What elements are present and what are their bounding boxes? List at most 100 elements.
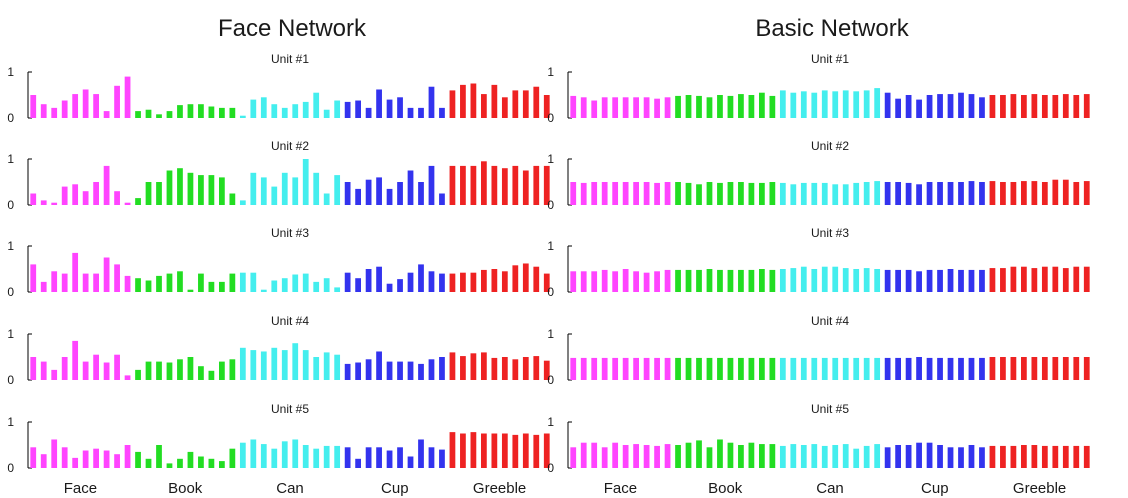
bar-cup: [926, 182, 933, 205]
bar-can: [323, 193, 330, 205]
bar-can: [874, 88, 881, 118]
bar-cup: [376, 177, 382, 205]
bar-cup: [365, 107, 372, 118]
bar-greeble: [1052, 179, 1059, 205]
subplot-title: Unit #4: [271, 314, 309, 328]
bar-greeble: [1010, 182, 1017, 205]
bar-book: [208, 458, 215, 468]
category-label-book: Book: [168, 480, 203, 497]
subplot-title: Unit #5: [811, 402, 849, 416]
bar-greeble: [470, 272, 477, 292]
bar-greeble: [533, 86, 540, 118]
bar-cup: [884, 357, 891, 380]
bar-greeble: [449, 352, 456, 380]
bar-book: [208, 370, 215, 380]
bar-face: [643, 445, 650, 468]
bar-face: [654, 182, 660, 205]
bar-cup: [895, 98, 901, 118]
bar-greeble: [1041, 357, 1048, 380]
bar-can: [334, 100, 341, 118]
bar-cup: [386, 283, 393, 292]
bar-greeble: [491, 165, 498, 205]
subplot-title: Unit #3: [271, 226, 309, 240]
bar-cup: [418, 363, 424, 380]
bar-can: [313, 448, 320, 468]
bar-face: [633, 271, 639, 292]
bar-face: [580, 97, 587, 118]
bar-face: [643, 97, 650, 118]
bar-face: [612, 442, 619, 468]
bar-can: [281, 350, 288, 380]
bar-cup: [407, 272, 414, 292]
bar-greeble: [449, 432, 456, 468]
bar-face: [103, 165, 110, 205]
bar-cup: [355, 458, 361, 468]
bar-can: [790, 357, 797, 380]
bar-cup: [926, 357, 933, 380]
bar-face: [633, 182, 639, 205]
bar-greeble: [1041, 445, 1048, 468]
bar-face: [82, 273, 89, 292]
bar-face: [51, 202, 58, 205]
bar-cup: [365, 269, 372, 292]
bar-cup: [344, 447, 351, 468]
bar-can: [271, 347, 278, 380]
bar-can: [260, 289, 267, 292]
bar-greeble: [1052, 95, 1059, 118]
bar-greeble: [533, 266, 540, 292]
bar-book: [145, 458, 152, 468]
bar-greeble: [1031, 268, 1038, 292]
category-label-cup: Cup: [921, 480, 949, 497]
bar-face: [612, 182, 619, 205]
bar-book: [229, 193, 236, 205]
bar-cup: [439, 107, 445, 118]
bar-face: [570, 447, 577, 468]
bar-face: [664, 97, 671, 118]
y-tick-label: 1: [547, 152, 554, 166]
bar-cup: [926, 442, 933, 468]
bar-book: [187, 451, 194, 468]
bar-book: [166, 273, 173, 292]
bar-cup: [355, 100, 361, 118]
bar-face: [643, 272, 650, 292]
bar-face: [40, 104, 47, 118]
bar-face: [61, 100, 68, 118]
bar-cup: [937, 445, 943, 468]
bar-book: [685, 442, 692, 468]
bar-face: [664, 357, 671, 380]
bar-book: [166, 362, 173, 380]
bar-face: [93, 448, 99, 468]
bar-book: [198, 366, 204, 380]
bar-cup: [355, 188, 361, 205]
bar-book: [759, 444, 765, 468]
bar-can: [821, 182, 828, 205]
bar-can: [271, 280, 278, 292]
bar-can: [334, 175, 341, 205]
bar-can: [863, 445, 870, 468]
bar-can: [323, 278, 330, 292]
bar-cup: [376, 266, 382, 292]
bar-greeble: [522, 263, 529, 292]
bar-face: [82, 191, 89, 205]
bar-cup: [418, 264, 424, 292]
bar-greeble: [1041, 95, 1048, 118]
bar-greeble: [491, 433, 498, 468]
bar-book: [177, 271, 183, 292]
bar-greeble: [1083, 266, 1090, 292]
bar-book: [685, 95, 692, 118]
bar-greeble: [1041, 182, 1048, 205]
bar-face: [30, 447, 37, 468]
bar-face: [61, 357, 68, 380]
bar-greeble: [501, 357, 508, 380]
bar-face: [664, 444, 671, 468]
bar-book: [675, 95, 681, 118]
bar-can: [842, 184, 849, 205]
bar-face: [124, 375, 131, 380]
bar-greeble: [501, 97, 508, 118]
bar-can: [863, 182, 870, 205]
bar-greeble: [470, 432, 477, 468]
bar-book: [769, 95, 776, 118]
bar-book: [748, 269, 755, 292]
bar-greeble: [470, 353, 477, 380]
bar-cup: [344, 272, 351, 292]
